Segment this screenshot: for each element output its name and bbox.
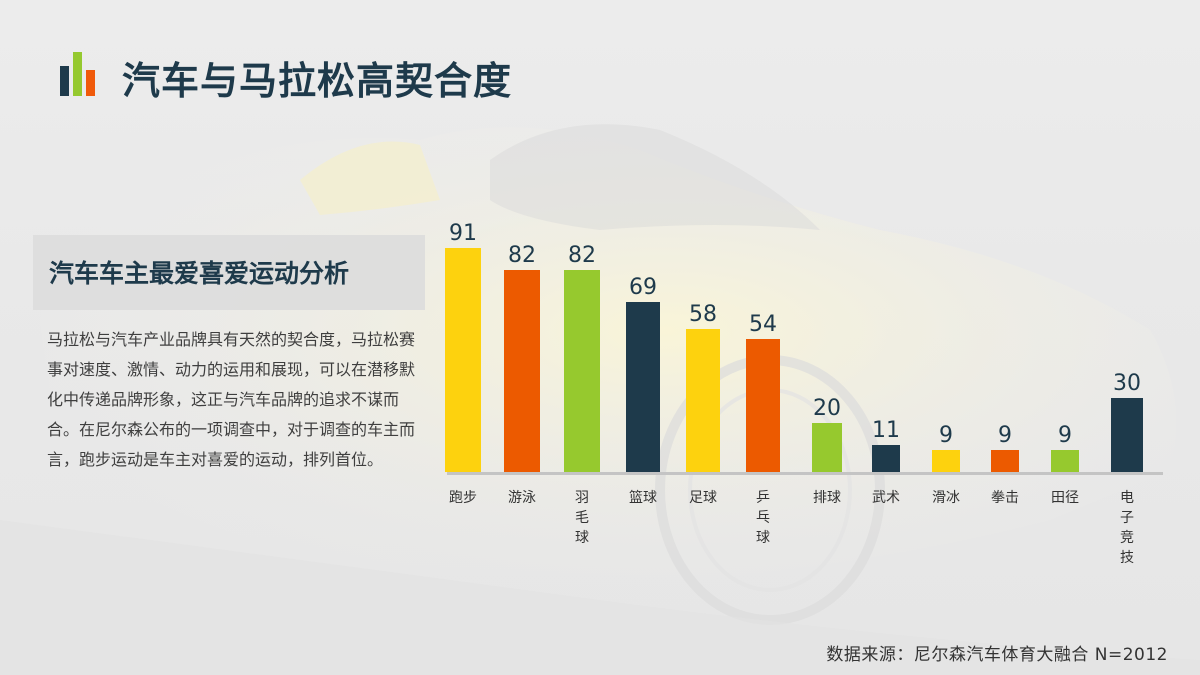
category-label: 电子竞技 [1120,490,1134,566]
bar-1: 91 [445,221,481,472]
bar-9: 9 [932,423,960,472]
category-label: 乒乓球 [756,490,770,546]
category-label: 游泳 [508,490,536,506]
page-title: 汽车与马拉松高契合度 [122,59,513,103]
data-source-note: 数据来源：尼尔森汽车体育大融合 N=2012 [826,645,1168,665]
category-label: 滑冰 [932,490,960,506]
bar-7: 20 [812,396,842,472]
bar-value-label: 9 [1058,423,1072,448]
bar-11: 9 [1051,423,1079,472]
bar-value-label: 11 [872,418,900,443]
description-paragraph: 马拉松与汽车产业品牌具有天然的契合度，马拉松赛事对速度、激情、动力的运用和展现，… [47,330,416,469]
bar-3: 82 [564,243,600,472]
category-label: 羽毛球 [575,490,589,546]
section-subtitle: 汽车车主最爱喜爱运动分析 [49,259,350,288]
category-label: 排球 [813,490,841,506]
bar-8: 11 [872,418,900,472]
bar-chart-icon [60,52,98,96]
bar-12: 30 [1111,371,1143,472]
category-label: 武术 [872,490,900,506]
bar-4: 69 [626,275,660,472]
bar-value-label: 82 [568,243,596,268]
bar-10: 9 [991,423,1019,472]
bar-value-label: 30 [1113,371,1141,396]
subtitle-box: 汽车车主最爱喜爱运动分析 [33,235,425,310]
bar-chart: 91 跑步 82 游泳 82 羽毛球 69 篮球 58 足球 54 乒乓球 20 排球 11 武术 9 滑冰 9 拳击… [445,220,1163,580]
bar-value-label: 20 [813,396,841,421]
category-label: 田径 [1051,490,1079,506]
category-label: 篮球 [629,490,657,506]
category-label: 足球 [689,490,717,506]
x-axis-line [447,472,1163,475]
bar-value-label: 91 [449,221,477,246]
bar-value-label: 58 [689,302,717,327]
bar-value-label: 9 [939,423,953,448]
bar-5: 58 [686,302,720,472]
bar-value-label: 82 [508,243,536,268]
bar-value-label: 54 [749,312,777,337]
category-label: 拳击 [991,490,1019,506]
bar-value-label: 9 [998,423,1012,448]
bar-6: 54 [746,312,780,472]
bar-2: 82 [504,243,540,472]
category-label: 跑步 [449,490,477,506]
bar-value-label: 69 [629,275,657,300]
